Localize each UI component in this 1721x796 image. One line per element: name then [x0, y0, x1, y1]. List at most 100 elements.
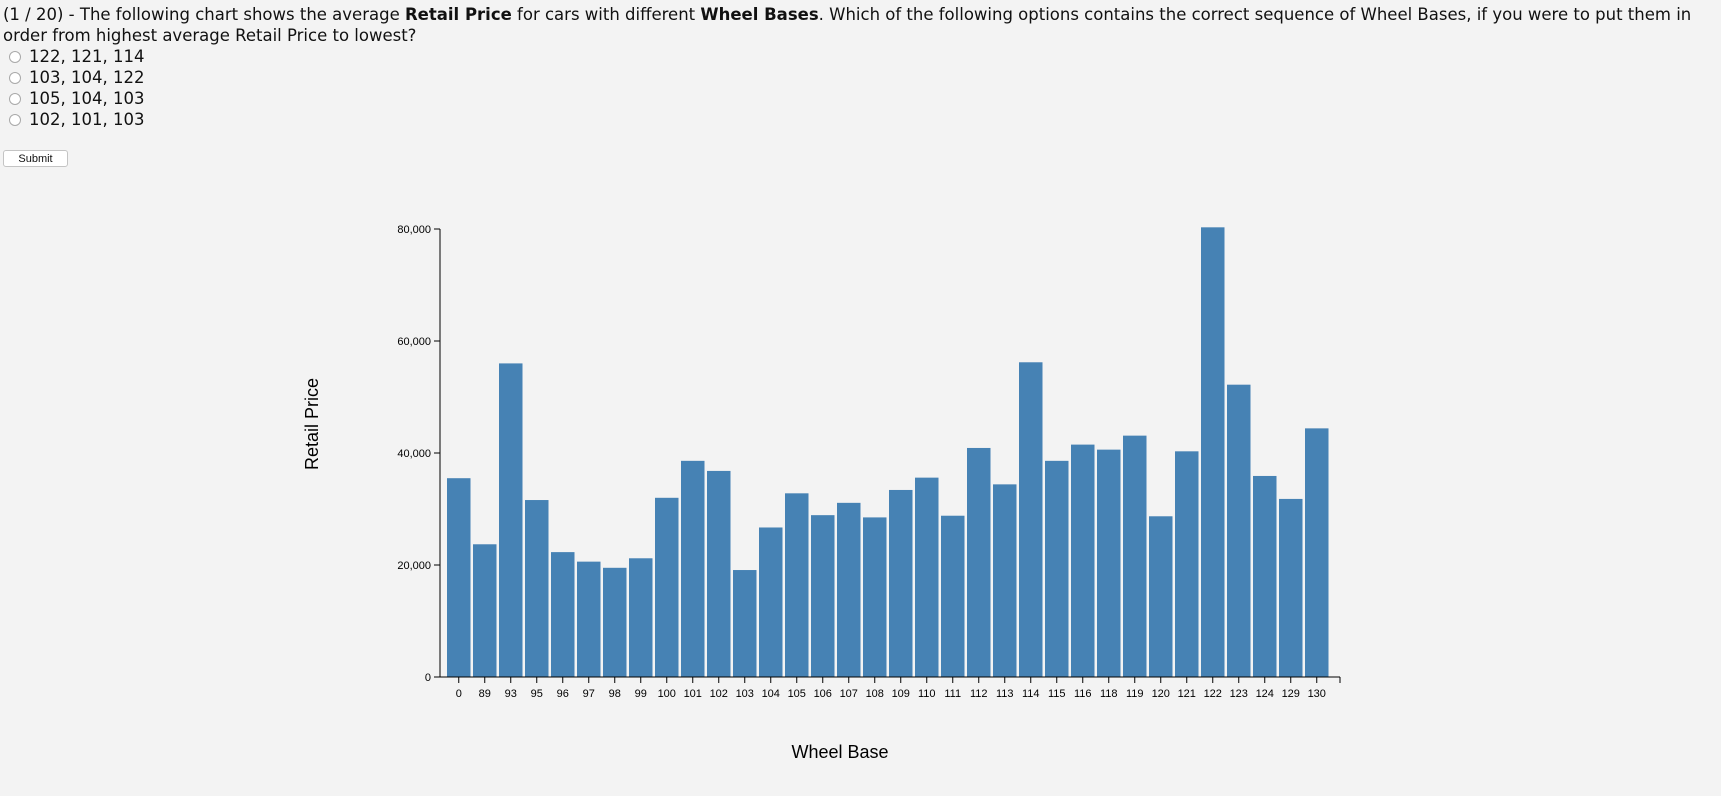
x-tick-label: 118 [1100, 688, 1118, 700]
bar [655, 497, 679, 677]
question-number: (1 / 20) - [3, 5, 80, 24]
x-tick-label: 129 [1282, 688, 1300, 700]
bar [1071, 444, 1095, 677]
bar [707, 470, 731, 677]
bar [967, 447, 991, 677]
x-tick-label: 130 [1308, 688, 1326, 700]
x-tick-label: 112 [970, 688, 988, 700]
x-tick-label: 104 [762, 688, 780, 700]
bar [811, 515, 835, 677]
bar [863, 517, 887, 677]
x-tick-label: 0 [456, 688, 462, 700]
bar [1253, 475, 1277, 677]
bar [1097, 449, 1121, 677]
x-tick-label: 95 [531, 688, 543, 700]
answer-option[interactable]: 102, 101, 103 [3, 109, 144, 130]
x-tick-label: 106 [814, 688, 832, 700]
y-tick-label: 40,000 [397, 448, 431, 460]
option-label: 102, 101, 103 [29, 110, 145, 129]
bar [837, 502, 861, 677]
x-tick-label: 107 [840, 688, 858, 700]
x-tick-label: 100 [658, 688, 676, 700]
bar [681, 460, 705, 677]
bar [1045, 460, 1069, 677]
submit-button[interactable]: Submit [3, 150, 68, 167]
x-tick-label: 119 [1126, 688, 1144, 700]
x-axis: 0 89 93 95 96 97 98 99 100 101 102 103 104 105 106 107 1… [440, 676, 1341, 700]
bar [603, 567, 627, 677]
y-axis-title: Retail Price [302, 378, 322, 470]
x-tick-label: 122 [1204, 688, 1222, 700]
x-tick-label: 123 [1230, 688, 1248, 700]
bar [447, 478, 471, 677]
bars-group [447, 227, 1329, 677]
answer-option[interactable]: 105, 104, 103 [3, 88, 144, 109]
bar [577, 561, 601, 677]
question-text: (1 / 20) - The following chart shows the… [3, 4, 1715, 46]
bar [941, 515, 965, 677]
bar [1123, 435, 1147, 677]
bar [1227, 384, 1251, 677]
x-tick-label: 98 [609, 688, 621, 700]
question-text-part: . Which of the following options contain… [3, 5, 1692, 45]
answer-option[interactable]: 103, 104, 122 [3, 67, 144, 88]
bar [473, 544, 497, 677]
bar [1305, 428, 1329, 677]
bar [993, 484, 1017, 677]
x-tick-label: 101 [684, 688, 702, 700]
y-tick-label: 20,000 [397, 560, 431, 572]
bar [785, 493, 809, 677]
x-tick-label: 116 [1074, 688, 1092, 700]
x-tick-label: 93 [505, 688, 517, 700]
x-tick-label: 96 [557, 688, 569, 700]
question-text-part: for cars with different [511, 5, 701, 24]
option-label: 122, 121, 114 [29, 47, 145, 66]
x-tick-label: 120 [1152, 688, 1170, 700]
option-label: 105, 104, 103 [29, 89, 145, 108]
x-tick-label: 99 [635, 688, 647, 700]
x-tick-label: 110 [918, 688, 936, 700]
x-tick-label: 121 [1178, 688, 1196, 700]
bar [499, 363, 523, 677]
x-tick-label: 108 [866, 688, 884, 700]
radio-button[interactable] [9, 113, 21, 126]
x-tick-label: 115 [1048, 688, 1066, 700]
x-tick-label: 124 [1256, 688, 1274, 700]
x-tick-label: 103 [736, 688, 754, 700]
x-tick-label: 105 [788, 688, 806, 700]
x-tick-label: 111 [944, 688, 961, 700]
radio-button[interactable] [9, 71, 21, 84]
bar [1175, 451, 1199, 677]
bar [525, 500, 549, 677]
bar [889, 489, 913, 677]
x-tick-label: 114 [1022, 688, 1040, 700]
y-tick-label: 80,000 [397, 224, 431, 236]
answer-options: 122, 121, 114 103, 104, 122 105, 104, 10… [3, 46, 144, 130]
x-tick-label: 89 [479, 688, 491, 700]
bar [759, 527, 783, 677]
x-tick-label: 97 [583, 688, 595, 700]
question-bold-measure: Retail Price [404, 5, 512, 24]
bar [1149, 516, 1173, 677]
answer-option[interactable]: 122, 121, 114 [3, 46, 144, 67]
bar [1019, 362, 1043, 677]
x-tick-label: 109 [892, 688, 910, 700]
bar [1279, 498, 1303, 677]
y-tick-label: 60,000 [397, 336, 431, 348]
bar [733, 570, 757, 677]
bar [915, 477, 939, 677]
x-tick-label: 113 [996, 688, 1014, 700]
x-axis-title: Wheel Base [791, 742, 888, 762]
question-text-part: The following chart shows the average [79, 5, 405, 24]
option-label: 103, 104, 122 [29, 68, 145, 87]
x-tick-label: 102 [710, 688, 728, 700]
bar [551, 552, 575, 677]
y-axis: 0 20,000 40,000 60,000 80,000 [397, 224, 441, 684]
bar [629, 558, 653, 677]
y-tick-label: 0 [425, 672, 431, 684]
question-bold-dimension: Wheel Bases [700, 5, 819, 24]
radio-button[interactable] [9, 50, 21, 63]
bar [1201, 227, 1225, 677]
radio-button[interactable] [9, 92, 21, 105]
